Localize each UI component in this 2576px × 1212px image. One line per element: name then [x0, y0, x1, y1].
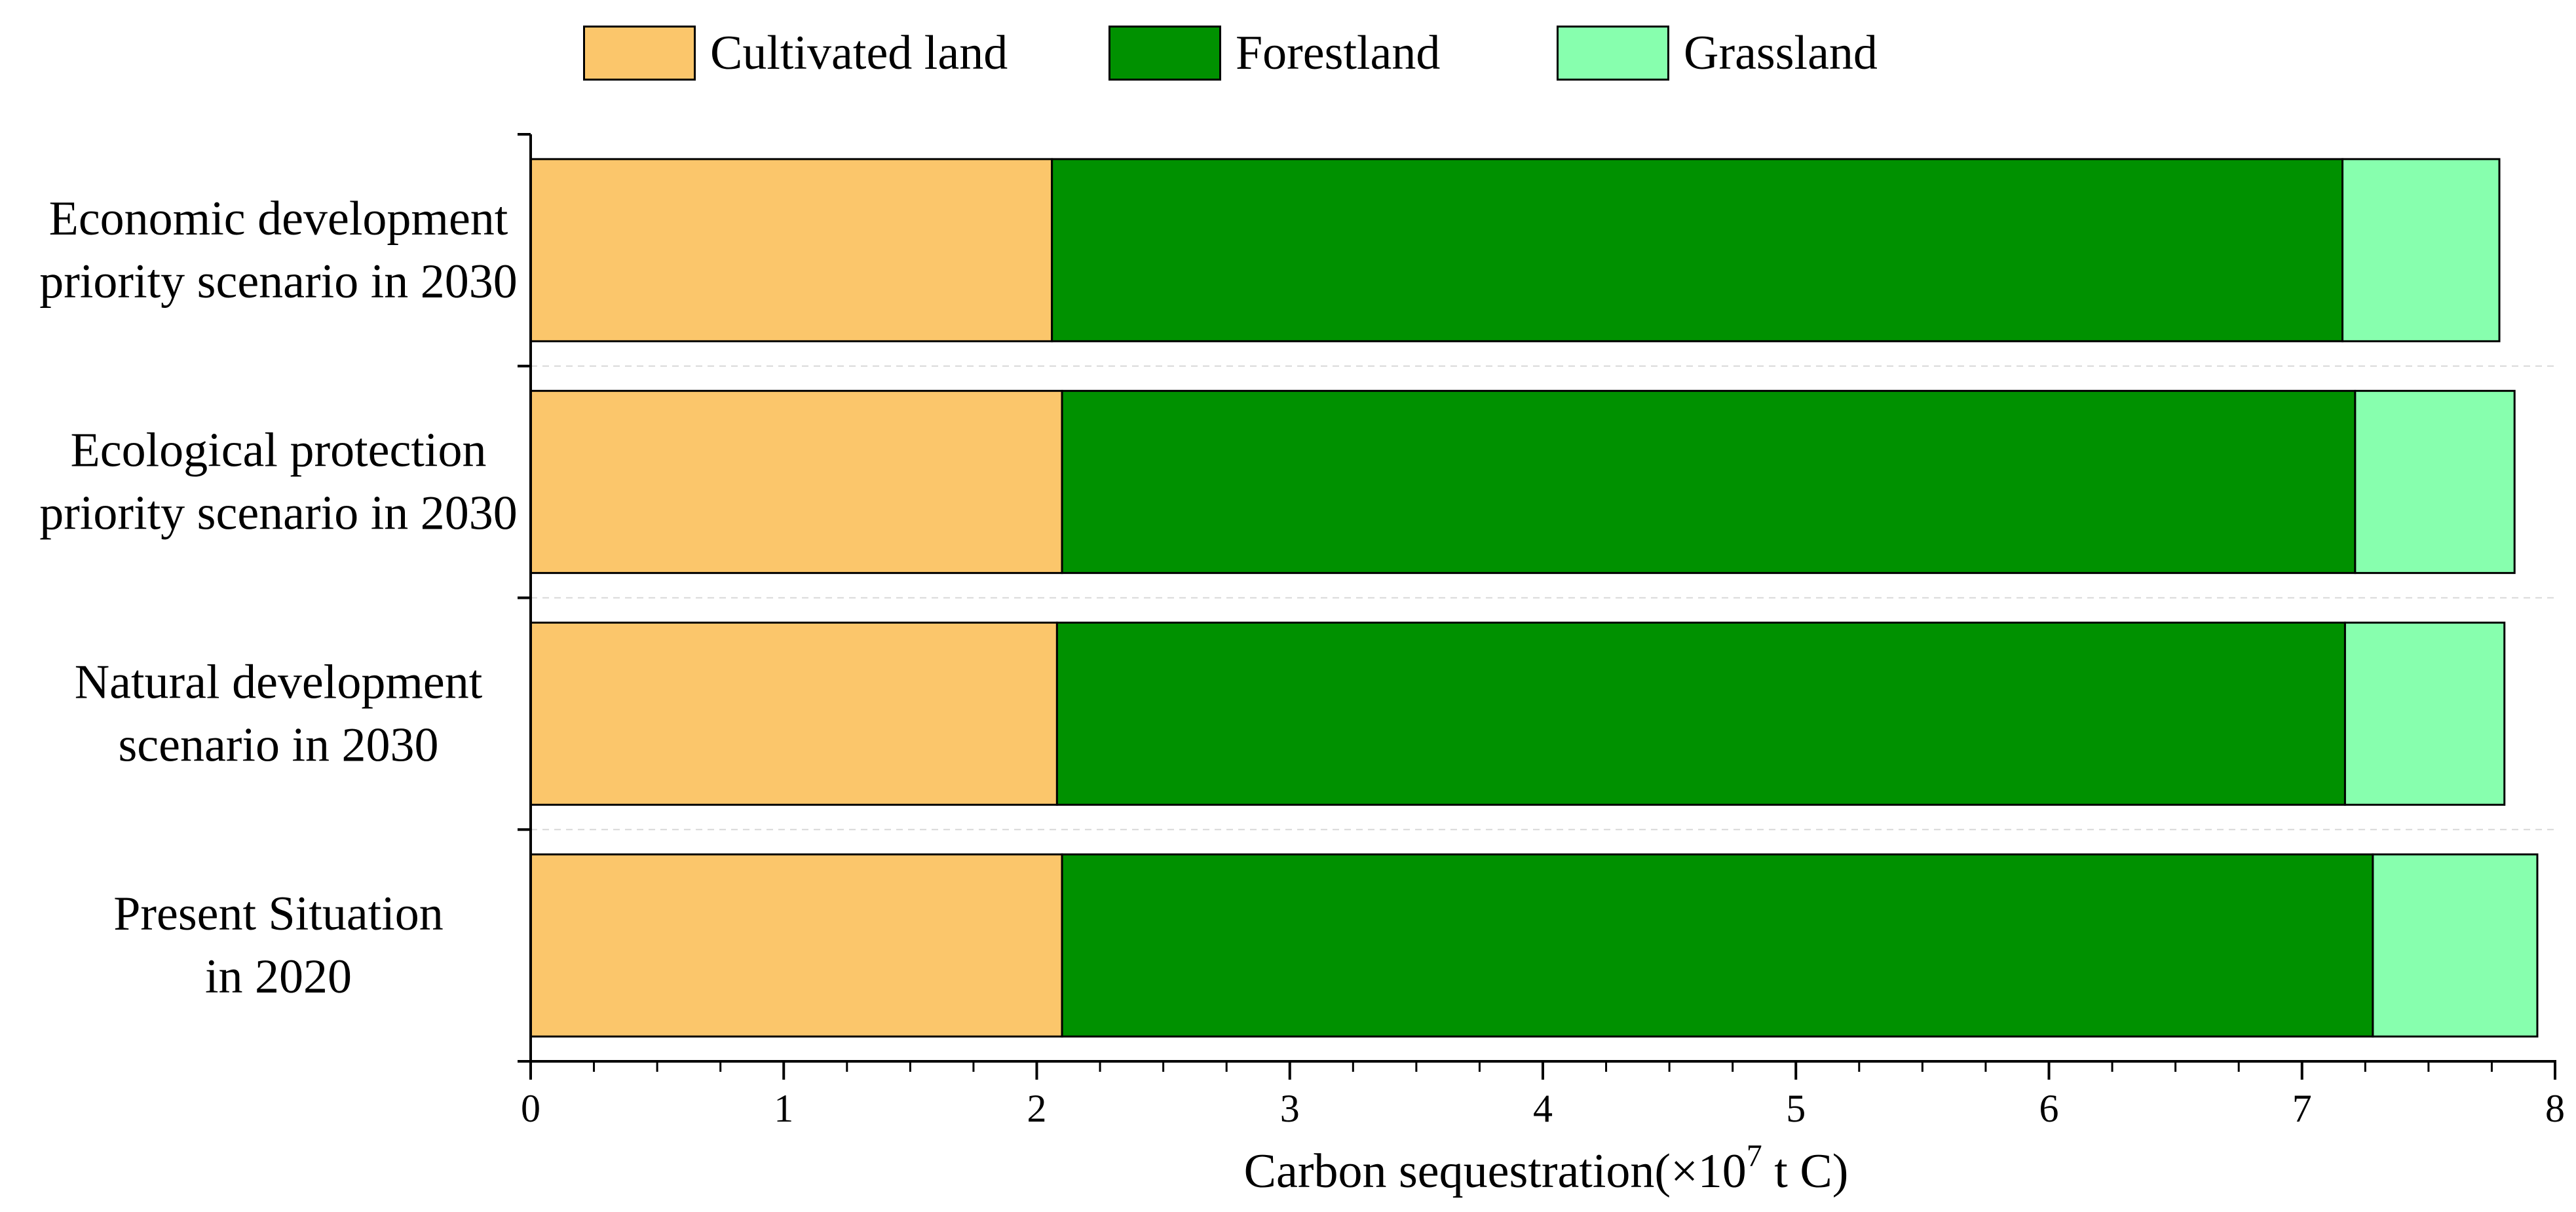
bar-cultivated-land-2 — [529, 621, 1058, 806]
y-tick-label-line: Economic development — [49, 192, 508, 246]
band-separators — [531, 365, 2555, 831]
x-tick-label: 4 — [1533, 1087, 1553, 1130]
x-tick-labels: 0 1 2 3 4 5 6 7 8 — [521, 1087, 2565, 1130]
y-tick-label-line: priority scenario in 2030 — [39, 487, 518, 540]
y-tick-label-line: in 2020 — [205, 950, 352, 1004]
legend-label-grassland: Grassland — [1684, 26, 1878, 80]
x-axis-label-superscript: 7 — [1747, 1139, 1762, 1173]
bar-forestland-2 — [1055, 621, 2346, 806]
x-tick-label: 5 — [1786, 1087, 1806, 1130]
y-tick-label-line: Natural development — [75, 655, 483, 709]
bar-forestland-0 — [1051, 158, 2344, 343]
x-tick-label: 0 — [521, 1087, 540, 1130]
y-tick-label: Present Situation in 2020 — [113, 887, 444, 1004]
bar-forestland-3 — [1061, 853, 2374, 1038]
bar-grassland-0 — [2341, 158, 2501, 343]
y-axis-labels: Economic development priority scenario in… — [39, 192, 518, 1004]
y-tick-label-line: Ecological protection — [71, 424, 487, 478]
legend: Cultivated land Forestland Grassland — [0, 24, 2576, 89]
legend-swatch-cultivated-land — [583, 26, 696, 81]
x-axis-label: Carbon sequestration(×107 t C) — [1244, 1139, 1849, 1198]
x-tick-label: 3 — [1280, 1087, 1300, 1130]
x-tick-label: 6 — [2039, 1087, 2059, 1130]
y-tick-label: Natural development scenario in 2030 — [75, 655, 483, 772]
bar-grassland-1 — [2354, 390, 2516, 575]
x-axis-label-main: Carbon sequestration(×10 — [1244, 1145, 1747, 1198]
bar-cultivated-land-3 — [529, 853, 1063, 1038]
x-tick-label: 7 — [2292, 1087, 2312, 1130]
y-tick-label-line: Present Situation — [113, 887, 444, 941]
bar-cultivated-land-0 — [529, 158, 1053, 343]
bar-cultivated-land-1 — [529, 390, 1063, 575]
legend-swatch-grassland — [1557, 26, 1669, 81]
y-tick-label-line: priority scenario in 2030 — [39, 255, 518, 309]
legend-item-cultivated-land: Cultivated land — [583, 24, 1008, 83]
x-tick-label: 2 — [1027, 1087, 1047, 1130]
legend-label-forestland: Forestland — [1236, 26, 1441, 80]
x-tick-label: 1 — [774, 1087, 793, 1130]
axes — [518, 133, 2556, 1080]
legend-item-grassland: Grassland — [1557, 24, 1878, 83]
x-axis-label-tail: t C) — [1762, 1145, 1849, 1198]
bar-forestland-1 — [1061, 390, 2357, 575]
legend-item-forestland: Forestland — [1108, 24, 1440, 83]
bar-group — [529, 158, 2539, 1038]
legend-label-cultivated-land: Cultivated land — [710, 26, 1008, 80]
x-tick-label: 8 — [2545, 1087, 2565, 1130]
y-tick-label-line: scenario in 2030 — [118, 718, 438, 772]
bar-grassland-2 — [2343, 621, 2506, 806]
y-tick-label: Ecological protection priority scenario i… — [39, 424, 518, 540]
bar-grassland-3 — [2372, 853, 2539, 1038]
legend-swatch-forestland — [1108, 26, 1221, 81]
y-tick-label: Economic development priority scenario in… — [39, 192, 518, 309]
